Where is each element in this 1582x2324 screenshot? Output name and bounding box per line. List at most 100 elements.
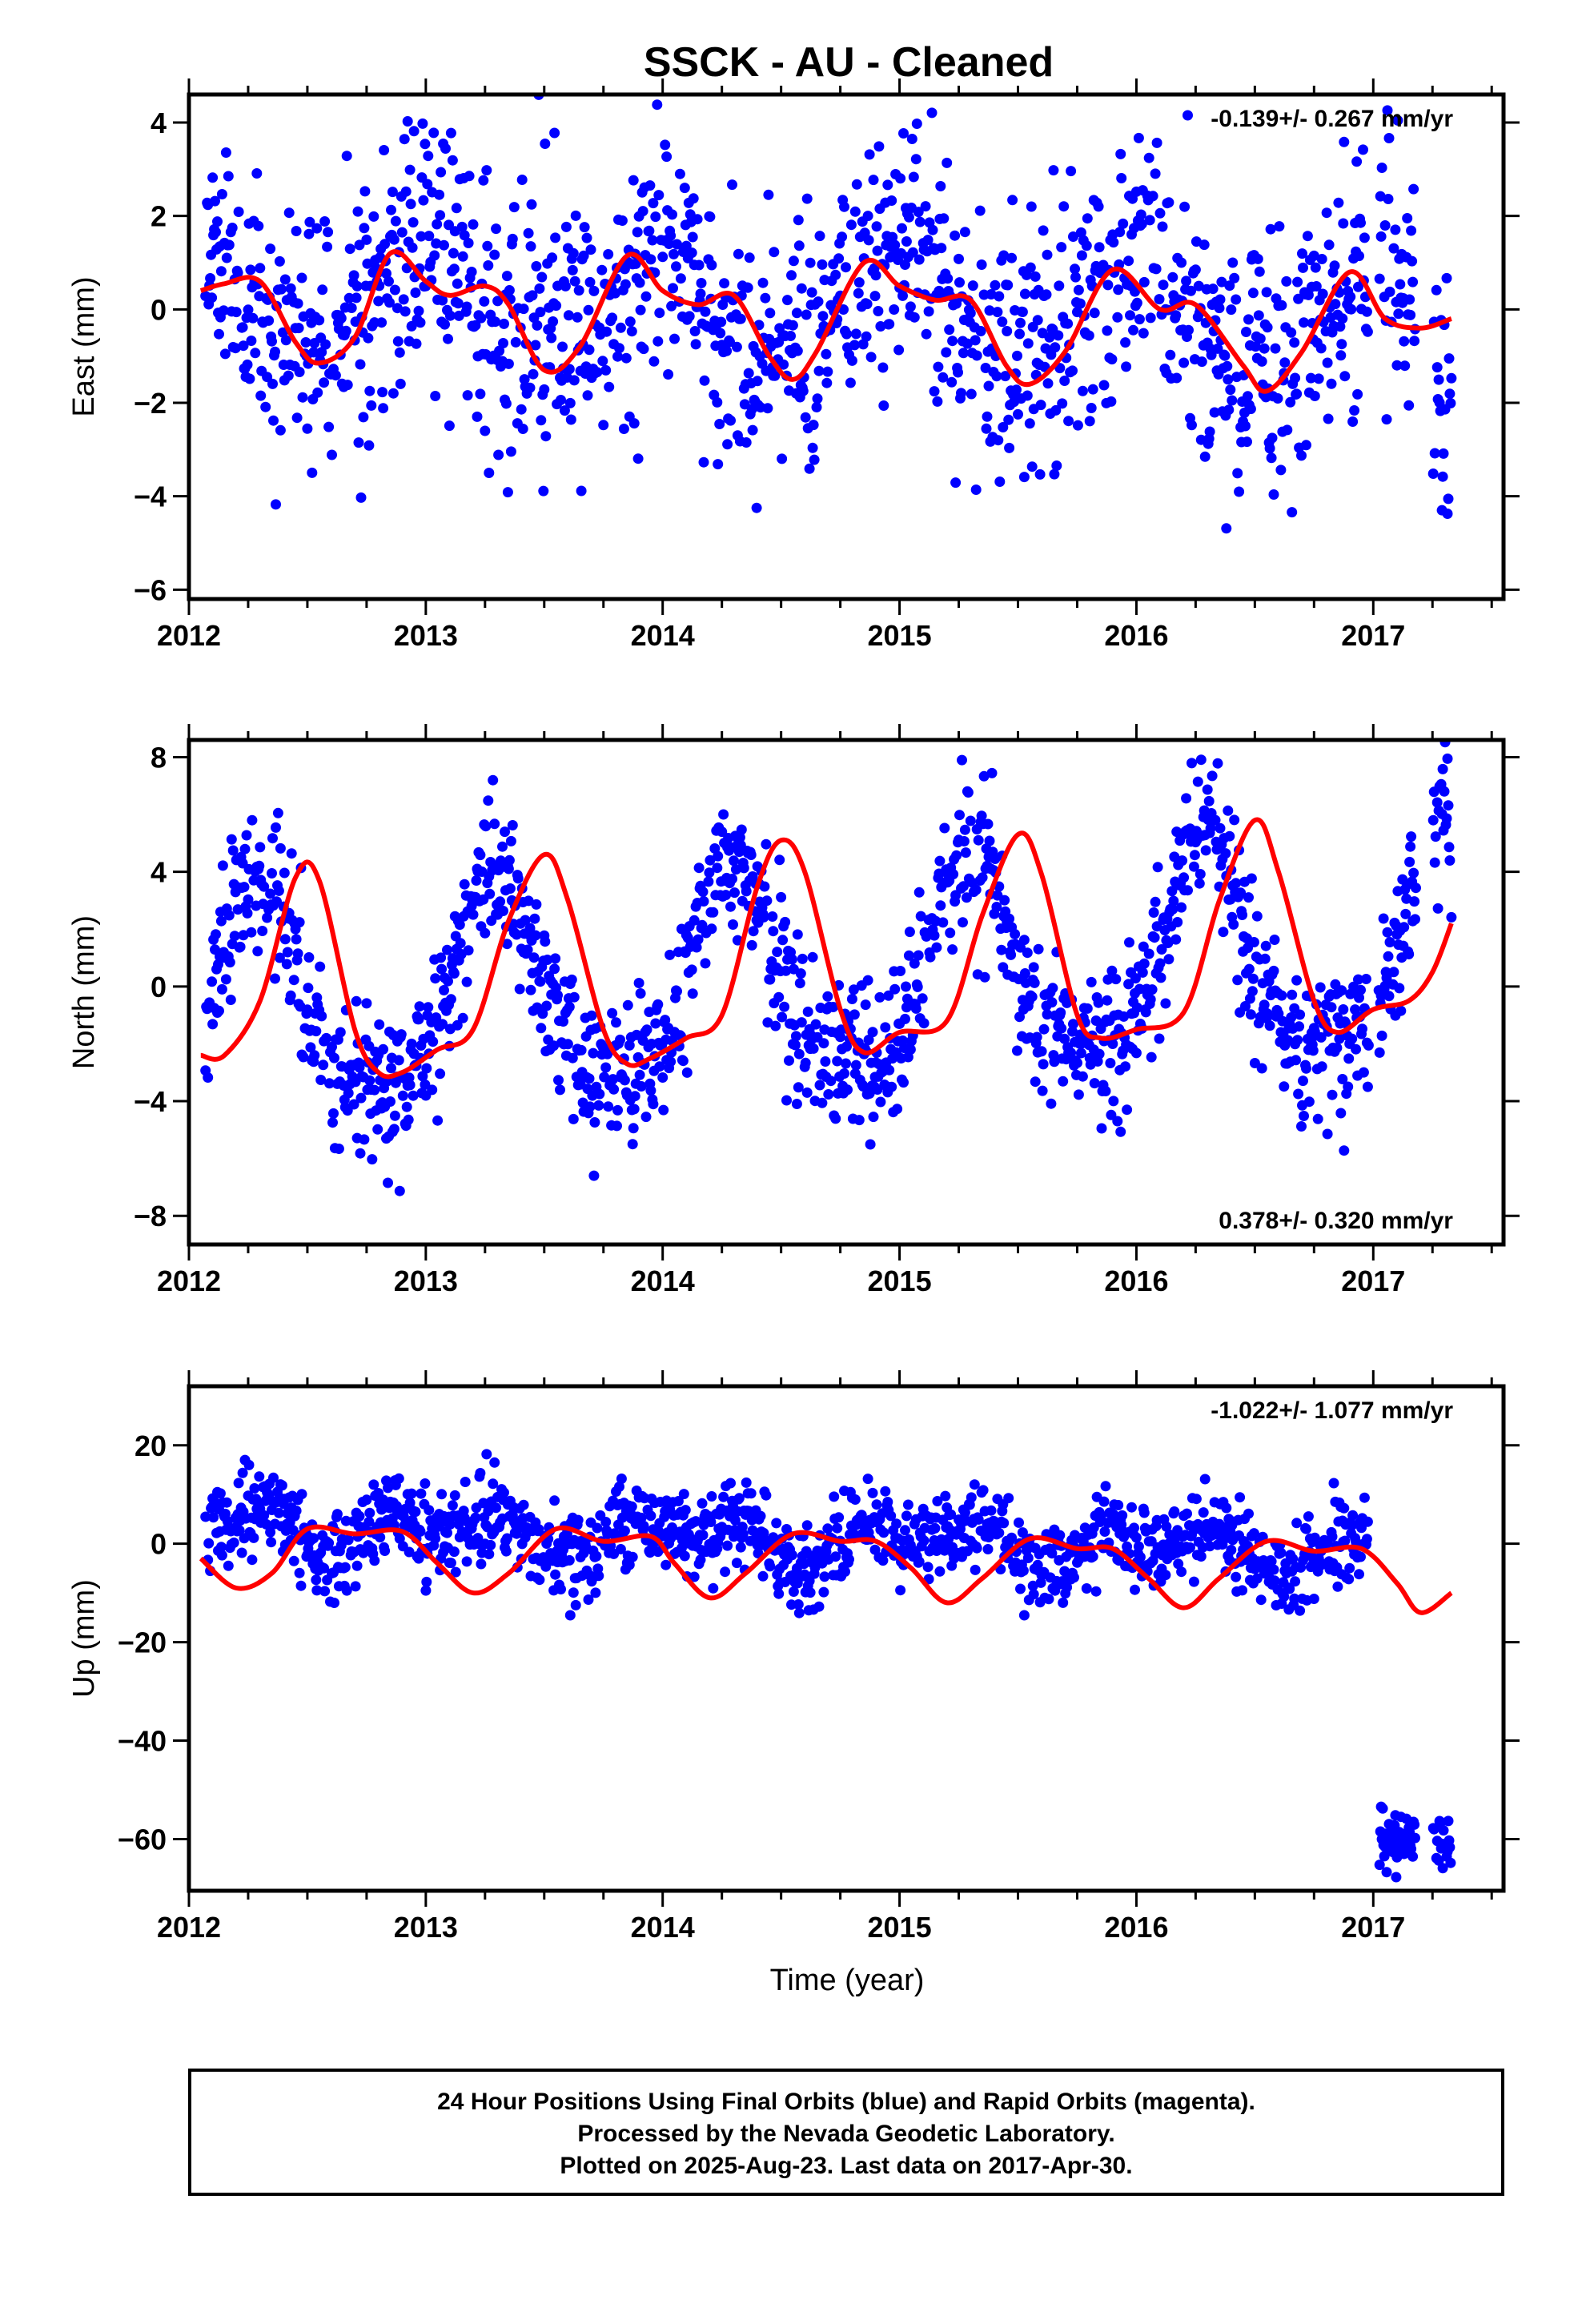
data-point (1156, 944, 1167, 955)
data-point (1432, 903, 1443, 914)
data-point (1182, 885, 1193, 896)
data-point (351, 1560, 363, 1571)
data-point (1186, 758, 1197, 769)
data-point (568, 375, 580, 386)
data-point (1400, 908, 1411, 919)
footer-line-2: Processed by the Nevada Geodetic Laborat… (577, 2121, 1114, 2147)
data-point (1335, 350, 1347, 361)
data-point (282, 947, 293, 958)
data-point (471, 875, 482, 886)
data-point (1405, 841, 1416, 852)
data-point (1177, 855, 1188, 866)
data-point (965, 308, 976, 319)
data-point (1046, 997, 1058, 1008)
data-point (384, 297, 395, 308)
data-point (616, 215, 628, 226)
data-point (395, 378, 406, 389)
data-point (627, 1139, 638, 1150)
data-point (500, 398, 512, 409)
data-point (583, 304, 594, 316)
data-point (875, 321, 886, 332)
data-point (624, 316, 636, 328)
data-point (1299, 317, 1309, 328)
data-point (436, 952, 447, 963)
data-point (832, 1522, 843, 1534)
y-tick-label: −8 (134, 1200, 167, 1232)
data-point (1362, 326, 1373, 337)
data-point (596, 264, 608, 275)
data-point (603, 249, 614, 259)
data-point (1081, 240, 1092, 251)
x-tick-label: 2012 (157, 1911, 221, 1944)
data-point (938, 372, 949, 383)
data-point (851, 179, 862, 190)
data-point (1388, 243, 1399, 254)
data-point (733, 1493, 745, 1504)
data-point (498, 338, 508, 348)
fit-curve (199, 1524, 1453, 1615)
y-tick-label: 20 (135, 1429, 167, 1462)
data-point (363, 332, 374, 344)
data-point (275, 283, 287, 295)
data-point (969, 1479, 980, 1490)
data-point (818, 1586, 829, 1598)
data-point (1252, 253, 1263, 264)
data-point (665, 949, 676, 960)
data-point (741, 886, 752, 897)
data-point (745, 850, 757, 860)
data-point (1294, 1021, 1305, 1032)
data-point (388, 234, 400, 245)
data-point (660, 139, 671, 151)
data-point (1250, 341, 1261, 352)
data-point (940, 1490, 951, 1502)
data-point (1374, 1860, 1385, 1871)
data-point (355, 1148, 366, 1159)
data-point (1130, 1047, 1142, 1059)
data-point (584, 344, 595, 356)
data-point (931, 942, 942, 953)
data-point (697, 1530, 709, 1541)
data-point (1042, 249, 1053, 260)
data-point (1181, 275, 1192, 287)
data-point (468, 909, 479, 920)
data-point (1311, 281, 1322, 292)
data-point (1090, 1015, 1102, 1026)
data-point (1438, 448, 1449, 459)
data-point (958, 881, 969, 892)
data-point (1026, 991, 1038, 1003)
data-point (921, 931, 932, 942)
data-point (1393, 308, 1404, 320)
data-point (346, 303, 357, 313)
data-point (540, 431, 552, 442)
data-point (378, 403, 389, 414)
data-point (1402, 213, 1413, 223)
data-point (322, 241, 333, 252)
data-point (1194, 878, 1205, 889)
data-point (942, 273, 954, 284)
data-point (591, 1550, 602, 1562)
data-point (1403, 400, 1415, 411)
data-point (760, 292, 771, 304)
data-point (942, 157, 953, 168)
data-point (221, 1497, 232, 1508)
data-point (616, 1474, 627, 1484)
data-point (379, 145, 390, 155)
data-point (1255, 1594, 1267, 1606)
data-point (1057, 398, 1068, 409)
data-point (1444, 855, 1456, 866)
data-point (1227, 257, 1239, 268)
data-point (1291, 1055, 1302, 1066)
x-tick-label: 2012 (157, 619, 221, 652)
data-point (895, 966, 906, 976)
data-point (1383, 991, 1395, 1002)
data-point (448, 968, 460, 979)
data-point (1223, 805, 1234, 816)
data-point (459, 879, 470, 890)
data-point (652, 336, 664, 347)
data-point (1337, 1074, 1348, 1084)
data-point (1216, 276, 1227, 287)
data-point (1018, 472, 1030, 483)
data-point (1222, 360, 1233, 372)
data-point (1443, 842, 1455, 853)
data-point (386, 1063, 396, 1074)
